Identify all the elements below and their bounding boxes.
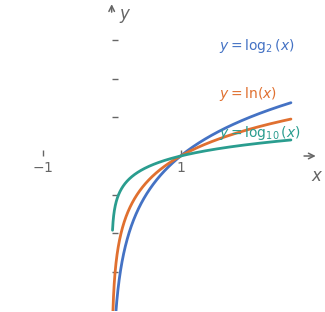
Text: $y = \ln(x)$: $y = \ln(x)$ [218, 85, 277, 103]
Text: $\mathit{x}$: $\mathit{x}$ [311, 167, 323, 185]
Text: $\mathit{y}$: $\mathit{y}$ [119, 7, 131, 25]
Text: $y = \log_2(x)$: $y = \log_2(x)$ [218, 37, 294, 55]
Text: $y = \log_{10}(x)$: $y = \log_{10}(x)$ [218, 124, 300, 142]
